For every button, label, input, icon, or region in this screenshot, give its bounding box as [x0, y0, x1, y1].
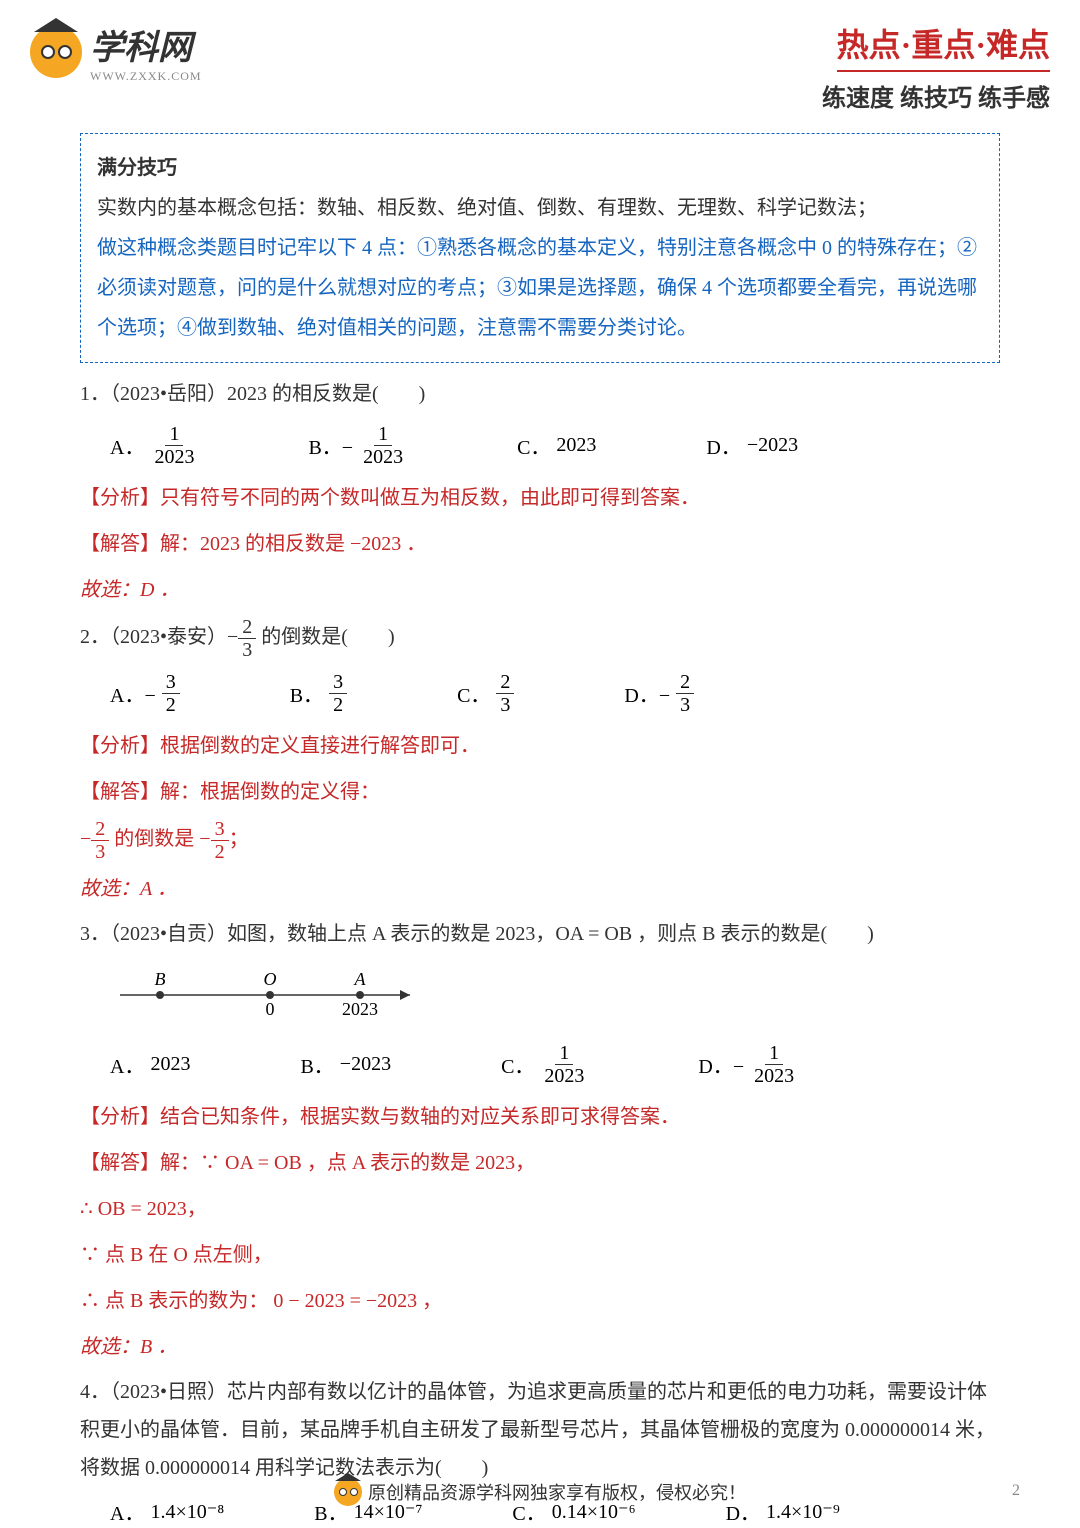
logo-icon: [30, 26, 82, 78]
header-subtitle: 练速度 练技巧 练手感: [822, 78, 1050, 113]
q2-pick: 故选：A ．: [80, 869, 1000, 909]
q1-stem: 1．（2023•岳阳）2023 的相反数是( ): [80, 375, 1000, 413]
tips-title: 满分技巧: [97, 148, 983, 188]
q3-opt-d: D．−12023: [698, 1042, 798, 1087]
page-header: 学科网 WWW.ZXXK.COM 热点·重点·难点 练速度 练技巧 练手感: [0, 0, 1080, 123]
svg-text:2023: 2023: [342, 999, 378, 1019]
q2-options: A．−32 B．32 C．23 D．−23: [110, 671, 1000, 716]
q1-pick: 故选：D ．: [80, 570, 1000, 610]
q2-opt-c: C．23: [457, 671, 514, 716]
q1-options: A．12023 B．−12023 C．2023 D．−2023: [110, 423, 1000, 468]
logo-text-cn: 学科网: [90, 20, 202, 69]
q3-s2: ∴ OB = 2023，: [80, 1189, 1000, 1229]
q1-opt-b: B．−12023: [308, 423, 407, 468]
svg-text:A: A: [354, 969, 367, 989]
tips-line2: 做这种概念类题目时记牢以下 4 点：①熟悉各概念的基本定义，特别注意各概念中 0…: [97, 228, 983, 348]
q3-options: A．2023 B．−2023 C．12023 D．−12023: [110, 1042, 1000, 1087]
q3-s3: ∵ 点 B 在 O 点左侧，: [80, 1235, 1000, 1275]
q3-s1: 【解答】解：∵ OA = OB ，点 A 表示的数是 2023，: [80, 1143, 1000, 1183]
header-title: 热点·重点·难点: [837, 20, 1050, 72]
logo: 学科网 WWW.ZXXK.COM: [30, 20, 202, 84]
q2-solve: 【解答】解：根据倒数的定义得：: [80, 772, 1000, 812]
footer: 原创精品资源学科网独家享有版权，侵权必究！: [0, 1478, 1080, 1506]
q2-analysis: 【分析】根据倒数的定义直接进行解答即可．: [80, 726, 1000, 766]
q1-opt-a: A．12023: [110, 423, 198, 468]
q1-solve: 【解答】解：2023 的相反数是 −2023 ．: [80, 524, 1000, 564]
q4-stem: 4．（2023•日照）芯片内部有数以亿计的晶体管，为追求更高质量的芯片和更低的电…: [80, 1373, 1000, 1487]
q1-opt-c: C．2023: [517, 431, 596, 460]
q2-opt-d: D．−23: [624, 671, 694, 716]
footer-logo-icon: [334, 1478, 362, 1506]
svg-text:O: O: [264, 969, 277, 989]
tips-line1: 实数内的基本概念包括：数轴、相反数、绝对值、倒数、有理数、无理数、科学记数法；: [97, 188, 983, 228]
q1-analysis: 【分析】只有符号不同的两个数叫做互为相反数，由此即可得到答案．: [80, 478, 1000, 518]
svg-text:B: B: [155, 969, 166, 989]
q2-solve2: −23 的倒数是 −32；: [80, 818, 1000, 863]
content: 满分技巧 实数内的基本概念包括：数轴、相反数、绝对值、倒数、有理数、无理数、科学…: [0, 123, 1080, 1526]
tips-box: 满分技巧 实数内的基本概念包括：数轴、相反数、绝对值、倒数、有理数、无理数、科学…: [80, 133, 1000, 363]
q1-opt-d: D．−2023: [706, 431, 798, 460]
q2-opt-a: A．−32: [110, 671, 180, 716]
svg-text:0: 0: [266, 999, 275, 1019]
q2-opt-b: B．32: [290, 671, 347, 716]
q3-opt-a: A．2023: [110, 1050, 190, 1079]
q3-s4: ∴ 点 B 表示的数为： 0 − 2023 = −2023 ，: [80, 1281, 1000, 1321]
footer-text: 原创精品资源学科网独家享有版权，侵权必究！: [368, 1479, 746, 1505]
q2-stem: 2．（2023•泰安）−23 的倒数是( ): [80, 616, 1000, 661]
q3-opt-b: B．−2023: [300, 1050, 391, 1079]
q3-numberline: B O A 0 2023: [110, 965, 1000, 1030]
q3-pick: 故选：B ．: [80, 1327, 1000, 1367]
q3-analysis: 【分析】结合已知条件，根据实数与数轴的对应关系即可求得答案．: [80, 1097, 1000, 1137]
logo-url: WWW.ZXXK.COM: [90, 69, 202, 84]
page-number: 2: [1012, 1482, 1020, 1500]
q3-stem: 3．（2023•自贡）如图，数轴上点 A 表示的数是 2023，OA = OB …: [80, 915, 1000, 953]
q3-opt-c: C．12023: [501, 1042, 588, 1087]
